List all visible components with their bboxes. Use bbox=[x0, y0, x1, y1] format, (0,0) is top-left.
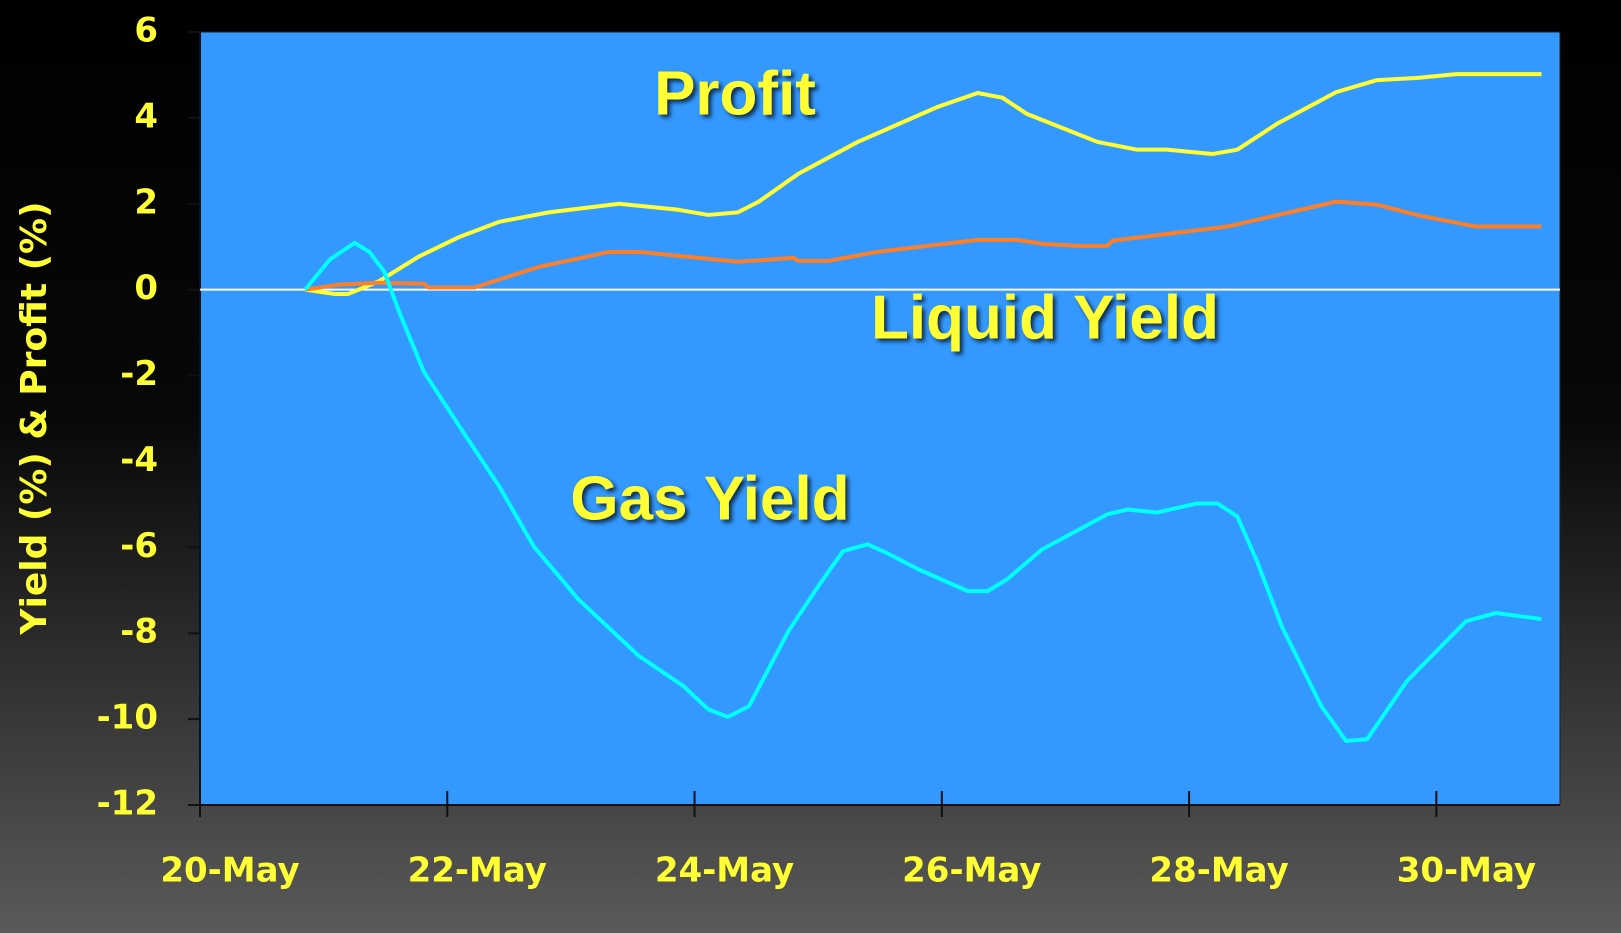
y-tick-label: 6 bbox=[134, 11, 158, 51]
y-axis-label: Yield (%) & Profit (%) bbox=[14, 201, 55, 635]
series-line bbox=[304, 199, 1542, 292]
x-tick-label: 22-May bbox=[408, 851, 547, 891]
y-tick-label: -6 bbox=[120, 526, 158, 566]
series-label: Gas Yield bbox=[570, 464, 849, 533]
y-tick-label: -10 bbox=[97, 698, 158, 738]
plot-area bbox=[199, 31, 1561, 806]
series-line bbox=[304, 72, 1542, 296]
x-tick-label: 26-May bbox=[902, 851, 1041, 891]
x-tick-label: 28-May bbox=[1149, 851, 1288, 891]
x-tick-label: 20-May bbox=[160, 851, 299, 891]
label-backdrop bbox=[848, 293, 1284, 355]
y-tick-label: -12 bbox=[97, 784, 158, 824]
series-label: Liquid Yield bbox=[871, 283, 1219, 352]
y-tick-label: 4 bbox=[134, 96, 158, 136]
y-tick-label: -4 bbox=[120, 440, 158, 480]
series-label: Profit bbox=[654, 59, 816, 128]
x-tick-label: 24-May bbox=[655, 851, 794, 891]
y-tick-label: 2 bbox=[134, 182, 158, 222]
series-line bbox=[303, 240, 1542, 744]
x-tick-label: 30-May bbox=[1397, 851, 1536, 891]
y-tick-label: -8 bbox=[120, 612, 158, 652]
y-tick-label: 0 bbox=[134, 268, 158, 308]
y-tick-label: -2 bbox=[120, 354, 158, 394]
